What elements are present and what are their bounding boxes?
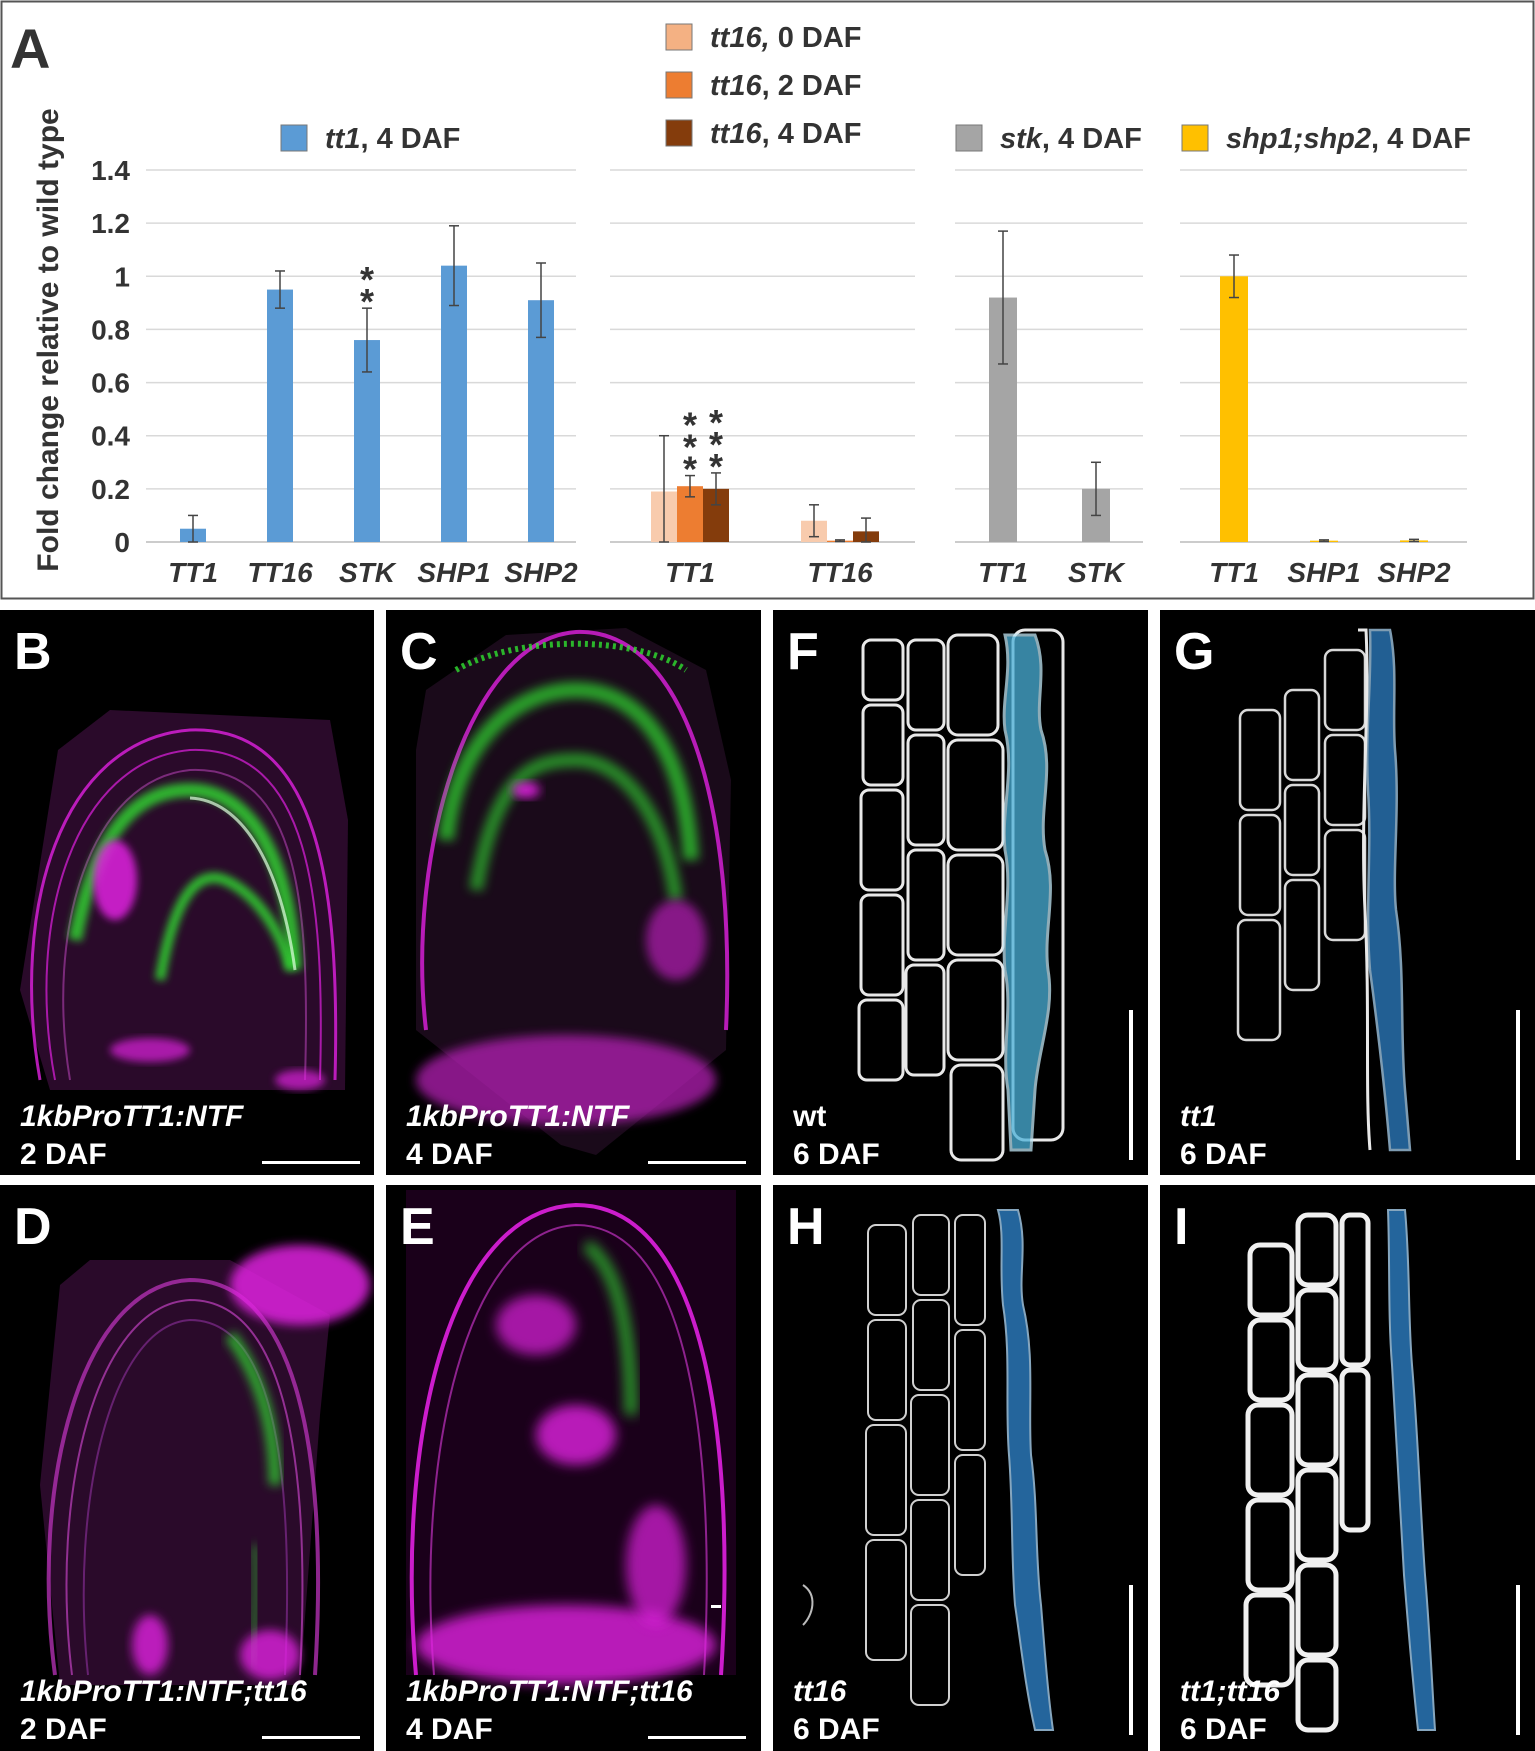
panel-c-micrograph: C 1kbProTT1:NTF 4 DAF — [386, 610, 761, 1175]
legend-swatch — [665, 71, 693, 99]
panel-f-micrograph: F wt 6 DAF — [773, 610, 1148, 1175]
panel-i-micrograph: I tt1;tt16 6 DAF — [1160, 1185, 1535, 1751]
scale-bar-f — [1129, 1010, 1133, 1160]
panel-d-micrograph: D 1kbProTT1:NTF;tt16 2 DAF — [0, 1185, 374, 1751]
significance-star: * — [709, 446, 723, 487]
x-tick-label: TT1 — [978, 557, 1028, 588]
scale-bar-b — [262, 1161, 360, 1164]
panel-label-c: C — [400, 623, 438, 681]
panel-label-h: H — [787, 1198, 825, 1256]
x-tick-label: SHP2 — [1377, 557, 1451, 588]
caption-d-genotype: 1kbProTT1:NTF;tt16 — [20, 1675, 307, 1708]
panel-e-micrograph: E 1kbProTT1:NTF;tt16 4 DAF — [386, 1185, 761, 1751]
y-tick-label: 0 — [114, 527, 130, 558]
y-tick-label: 0.4 — [91, 421, 130, 452]
caption-d-stage: 2 DAF — [20, 1713, 107, 1746]
fold-change-chart: A Fold change relative to wild type 0 0.2… — [0, 0, 1535, 600]
caption-h-stage: 6 DAF — [793, 1713, 880, 1746]
scale-bar-g — [1516, 1010, 1520, 1160]
caption-b-genotype: 1kbProTT1:NTF — [20, 1100, 244, 1133]
panel-label-a: A — [10, 17, 50, 80]
scale-bar-c — [648, 1161, 746, 1164]
y-tick-label: 0.6 — [91, 368, 130, 399]
x-tick-label: STK — [339, 557, 397, 588]
x-tick-label: SHP1 — [417, 557, 490, 588]
x-tick-label: TT1 — [168, 557, 218, 588]
bar — [354, 340, 380, 542]
legend-swatch — [280, 124, 308, 152]
legend-swatch — [665, 23, 693, 51]
panel-label-d: D — [14, 1198, 52, 1256]
caption-b-stage: 2 DAF — [20, 1138, 107, 1171]
legend-label: tt16, 2 DAF — [710, 70, 861, 102]
significance-star: * — [683, 427, 697, 468]
significance-star: * — [360, 259, 374, 300]
panel-b-micrograph: B 1kbProTT1:NTF 2 DAF — [0, 610, 374, 1175]
y-tick-label: 0.8 — [91, 314, 130, 345]
scale-bar-i — [1516, 1585, 1520, 1735]
x-tick-label: STK — [1068, 557, 1126, 588]
caption-e-genotype: 1kbProTT1:NTF;tt16 — [406, 1675, 693, 1708]
significance-star: * — [683, 449, 697, 490]
scale-bar-d — [262, 1736, 360, 1739]
significance-star: * — [709, 402, 723, 443]
x-tick-label: TT16 — [247, 557, 313, 588]
caption-c-genotype: 1kbProTT1:NTF — [406, 1100, 630, 1133]
bar — [267, 289, 293, 542]
panel-label-e: E — [400, 1198, 435, 1256]
caption-i-stage: 6 DAF — [1180, 1713, 1267, 1746]
panel-h-micrograph: H tt16 6 DAF — [773, 1185, 1148, 1751]
bar — [1220, 276, 1248, 542]
legend-label: stk, 4 DAF — [1000, 123, 1142, 155]
y-axis-label: Fold change relative to wild type — [32, 108, 65, 571]
y-tick-label: 0.2 — [91, 474, 130, 505]
x-tick-label: SHP2 — [504, 557, 578, 588]
y-tick-label: 1 — [114, 261, 130, 292]
significance-star: * — [683, 405, 697, 446]
legend-swatch — [665, 119, 693, 147]
legend-swatch — [1181, 124, 1209, 152]
x-tick-label: SHP1 — [1287, 557, 1360, 588]
panel-label-f: F — [787, 623, 819, 681]
caption-h-genotype: tt16 — [793, 1675, 847, 1708]
legend-label: shp1;shp2, 4 DAF — [1226, 123, 1471, 155]
caption-g-genotype: tt1 — [1180, 1100, 1217, 1133]
panel-label-i: I — [1174, 1198, 1189, 1256]
scale-bar-e — [648, 1736, 746, 1739]
caption-g-stage: 6 DAF — [1180, 1138, 1267, 1171]
caption-c-stage: 4 DAF — [406, 1138, 493, 1171]
caption-i-genotype: tt1;tt16 — [1180, 1675, 1281, 1708]
bar — [441, 265, 467, 542]
legend-label: tt16, 0 DAF — [710, 22, 861, 54]
significance-star: * — [360, 281, 374, 322]
scale-bar-h — [1129, 1585, 1133, 1735]
caption-f-stage: 6 DAF — [793, 1138, 880, 1171]
significance-star: * — [709, 424, 723, 465]
y-tick-label: 1.2 — [91, 208, 130, 239]
y-tick-label: 1.4 — [91, 155, 130, 186]
legend-label: tt1, 4 DAF — [325, 123, 460, 155]
legend-label: tt16, 4 DAF — [710, 118, 861, 150]
legend-swatch — [955, 124, 983, 152]
x-tick-label: TT1 — [665, 557, 715, 588]
caption-f-genotype: wt — [793, 1100, 827, 1133]
panel-g-micrograph: G tt1 6 DAF — [1160, 610, 1535, 1175]
caption-e-stage: 4 DAF — [406, 1713, 493, 1746]
x-tick-label: TT16 — [807, 557, 873, 588]
x-tick-label: TT1 — [1209, 557, 1259, 588]
bar — [528, 300, 554, 542]
panel-label-b: B — [14, 623, 52, 681]
panel-label-g: G — [1174, 623, 1215, 681]
panel-a-chart: A Fold change relative to wild type 0 0.2… — [0, 0, 1535, 600]
